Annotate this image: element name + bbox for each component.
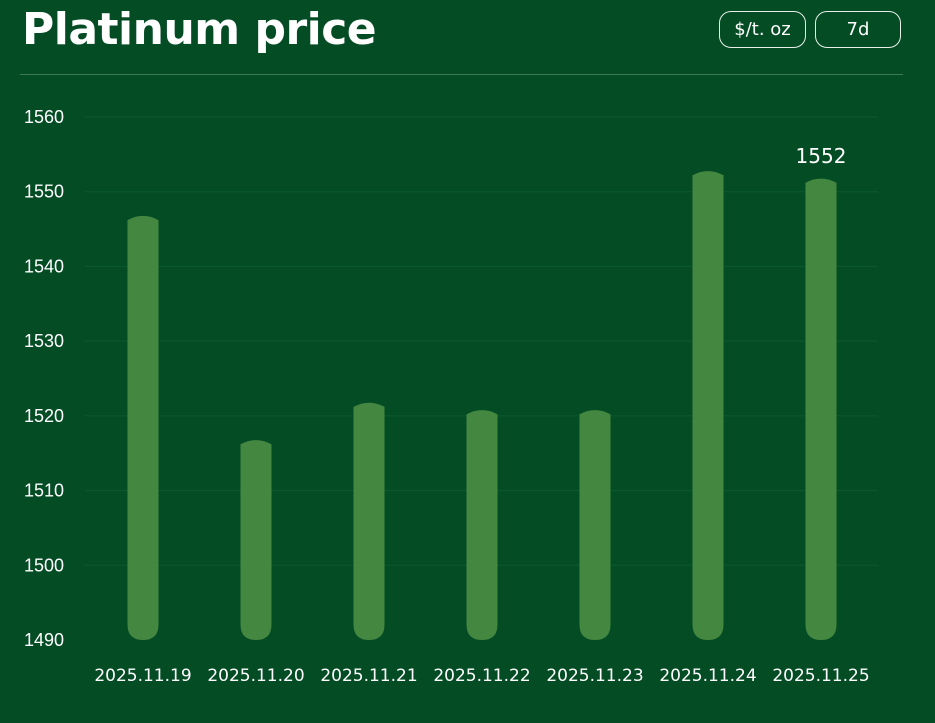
y-tick-label: 1540 [24,256,64,276]
data-labels: 1552 [796,144,847,168]
data-label: 1552 [796,144,847,168]
y-tick-label: 1560 [24,107,64,127]
bar-2025.11.19 [127,215,159,640]
x-tick-label: 2025.11.19 [94,666,191,686]
bar-2025.11.24 [692,171,724,640]
y-tick-label: 1550 [24,182,64,202]
y-tick-label: 1500 [24,555,64,575]
x-tick-label: 2025.11.20 [207,666,304,686]
bar-2025.11.25 [805,178,837,641]
y-tick-label: 1520 [24,406,64,426]
page-title: Platinum price [22,4,377,55]
y-tick-label: 1490 [24,630,64,650]
y-tick-label: 1530 [24,331,64,351]
header-divider [20,74,903,75]
bar-2025.11.22 [466,410,498,640]
x-tick-label: 2025.11.22 [433,666,530,686]
x-axis-labels: 2025.11.19 2025.11.20 2025.11.21 2025.11.22… [94,666,869,686]
time-range-button[interactable]: 7d [815,11,901,48]
x-tick-label: 2025.11.25 [772,666,869,686]
bar-2025.11.23 [579,410,611,640]
x-tick-label: 2025.11.24 [659,666,756,686]
y-axis-ticks: 1490 1500 1510 1520 1530 1540 1550 1560 [24,107,64,650]
y-tick-label: 1510 [24,481,64,501]
bar-2025.11.20 [240,440,272,640]
x-tick-label: 2025.11.21 [320,666,417,686]
x-tick-label: 2025.11.23 [546,666,643,686]
unit-selector-button[interactable]: $/t. oz [719,11,806,48]
bars [127,171,837,641]
bar-2025.11.21 [353,402,385,640]
